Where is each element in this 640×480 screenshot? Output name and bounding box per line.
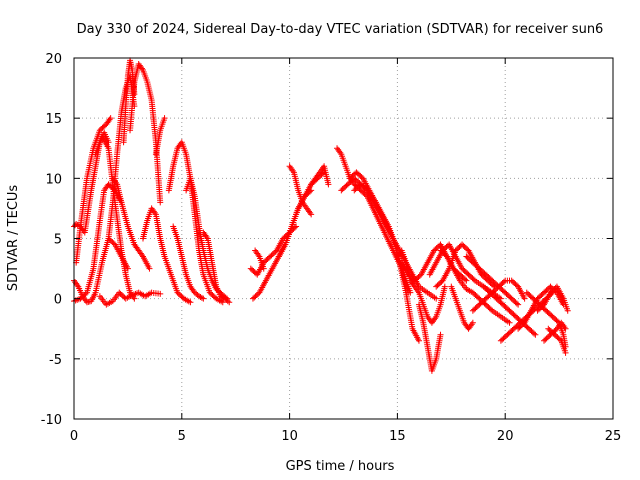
- data-point: [260, 265, 267, 272]
- data-point: [487, 306, 494, 313]
- data-point: [515, 301, 522, 308]
- data-point: [500, 278, 507, 285]
- data-point: [415, 337, 422, 344]
- x-tick-label: 15: [389, 429, 406, 444]
- data-point: [198, 294, 205, 301]
- series-arc-13: [165, 139, 226, 306]
- series-arc-29: [415, 301, 444, 374]
- data-point: [531, 330, 538, 337]
- data-point: [224, 298, 231, 305]
- data-point: [462, 276, 469, 283]
- data-point: [157, 199, 164, 206]
- data-point: [463, 277, 470, 284]
- y-tick-label: -5: [49, 353, 62, 368]
- x-tick-label: 0: [70, 429, 78, 444]
- data-point: [564, 307, 571, 314]
- chart-title: Day 330 of 2024, Sidereal Day-to-day VTE…: [77, 22, 604, 37]
- data-point: [506, 319, 513, 326]
- series-arc-17: [247, 223, 300, 278]
- series-arc-14: [170, 223, 207, 302]
- data-point: [291, 224, 298, 231]
- y-tick-label: -10: [41, 413, 62, 428]
- label-layer: Day 330 of 2024, Sidereal Day-to-day VTE…: [6, 22, 603, 474]
- data-point: [441, 283, 448, 290]
- series-arc-6: [96, 289, 164, 308]
- series-arc-40: [534, 283, 571, 314]
- y-tick-label: 10: [45, 172, 62, 187]
- data-point: [146, 265, 153, 272]
- data-point: [226, 299, 233, 306]
- data-point: [107, 115, 114, 122]
- x-tick-label: 25: [605, 429, 622, 444]
- data-point: [219, 299, 226, 306]
- data-point: [325, 181, 332, 188]
- data-point: [157, 290, 164, 297]
- series-layer: [71, 57, 571, 374]
- series-arc-33: [448, 283, 476, 332]
- data-point: [513, 300, 520, 307]
- series-arc-27: [394, 247, 448, 326]
- series-arc-26: [351, 181, 440, 302]
- y-tick-label: 0: [54, 293, 62, 308]
- y-axis-label: SDTVAR / TECUs: [6, 185, 21, 292]
- data-point: [562, 349, 569, 356]
- data-point: [131, 295, 138, 302]
- data-point: [437, 331, 444, 338]
- x-axis-label: GPS time / hours: [286, 459, 395, 474]
- x-tick-label: 20: [497, 429, 514, 444]
- data-point: [470, 276, 477, 283]
- series-arc-36: [480, 283, 539, 338]
- series-arc-8: [109, 175, 153, 272]
- series-arc-22: [308, 163, 332, 188]
- data-point: [469, 319, 476, 326]
- data-point: [308, 211, 315, 218]
- data-point: [161, 115, 168, 122]
- data-point: [433, 295, 440, 302]
- data-point: [131, 91, 138, 98]
- series-arc-19: [252, 247, 267, 272]
- y-tick-label: 20: [45, 52, 62, 67]
- data-point: [562, 325, 569, 332]
- series-arc-32: [437, 247, 513, 326]
- series-arc-42: [545, 325, 569, 356]
- series-arc-16: [200, 229, 233, 306]
- series-arc-21: [286, 163, 315, 218]
- data-point: [532, 331, 539, 338]
- series-arc-11: [139, 205, 194, 306]
- tick-layer: 0 5 10 15 20 25 -10 -5 0 5 10 15 20: [41, 52, 622, 444]
- data-point: [187, 299, 194, 306]
- y-tick-label: 15: [45, 112, 62, 127]
- data-point: [521, 295, 528, 302]
- data-point: [405, 289, 412, 296]
- series-arc-41: [541, 319, 569, 344]
- grid-layer: [74, 58, 613, 419]
- data-point: [556, 336, 563, 343]
- x-tick-label: 5: [178, 429, 186, 444]
- data-point: [200, 295, 207, 302]
- y-tick-label: 5: [54, 233, 62, 248]
- series-arc-12: [152, 115, 168, 158]
- x-tick-label: 10: [281, 429, 298, 444]
